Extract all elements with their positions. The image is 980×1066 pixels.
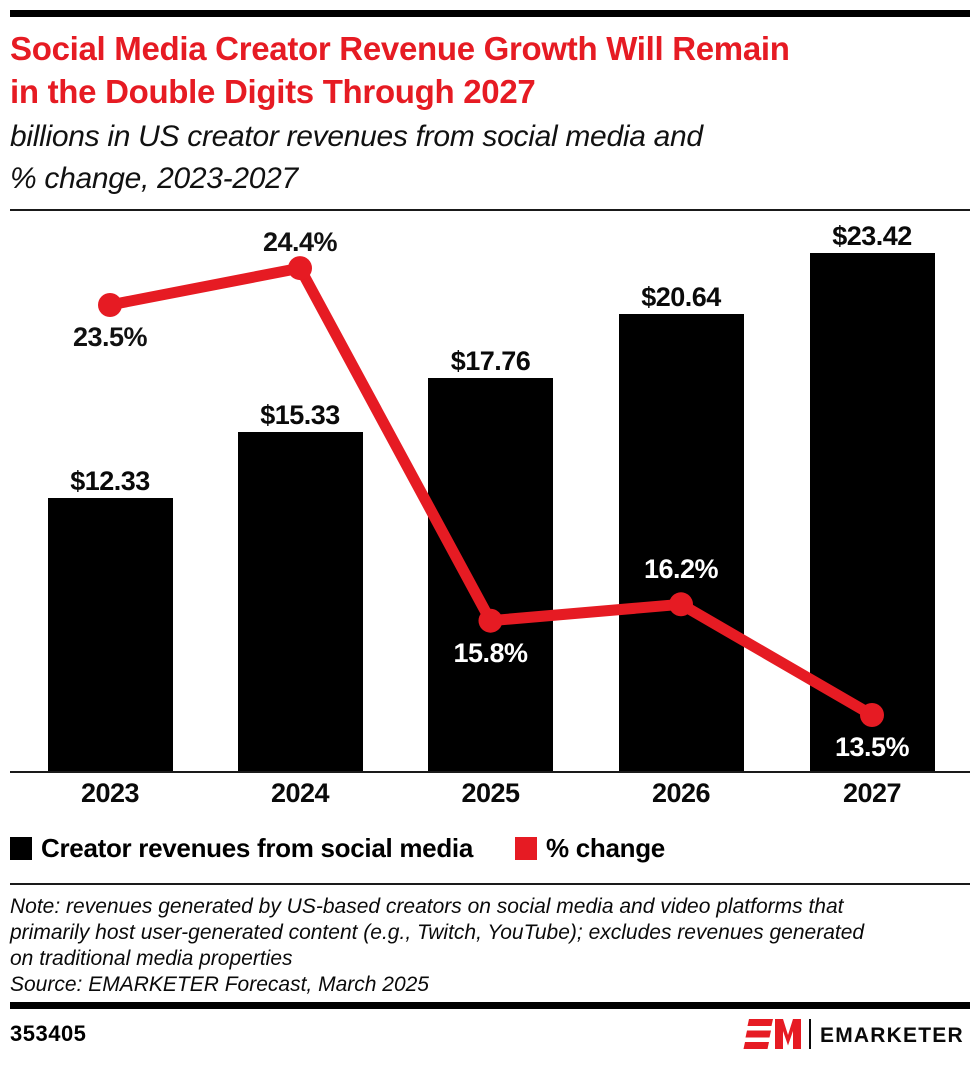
x-axis-label-2025: 2025	[461, 778, 520, 808]
legend: Creator revenues from social media % cha…	[10, 835, 970, 861]
legend-swatch-line	[514, 836, 537, 860]
x-axis-line	[10, 771, 970, 773]
subtitle-line-1: billions in US creator revenues from soc…	[10, 120, 703, 153]
chart-subtitle: billions in US creator revenues from soc…	[10, 116, 970, 200]
top-rule	[10, 10, 970, 17]
revenue-bar-2023	[47, 498, 173, 771]
revenue-bar-2026	[618, 314, 744, 771]
divider-bottom	[10, 883, 970, 885]
legend-label-bars: Creator revenues from social media	[41, 833, 473, 863]
data-point-2026	[669, 592, 693, 617]
revenue-bar-2024	[237, 432, 363, 771]
chart-card: Social Media Creator Revenue Growth Will…	[0, 10, 980, 1051]
data-point-2027	[860, 703, 884, 727]
pct-change-label: 16.2%	[643, 554, 719, 584]
chart-id: 353405	[10, 1021, 87, 1046]
data-point-2025	[478, 608, 503, 633]
source-line: Source: EMARKETER Forecast, March 2025	[10, 973, 429, 996]
footnote: Note: revenues generated by US-based cre…	[10, 894, 970, 998]
x-axis-label-2026: 2026	[651, 778, 711, 808]
pct-change-label: 13.5%	[834, 732, 910, 762]
pct-change-label: 24.4%	[262, 227, 338, 257]
page-title: Social Media Creator Revenue Growth Will…	[10, 27, 970, 113]
emarketer-logo-mark-icon	[743, 1019, 801, 1049]
revenue-bar-2025	[428, 378, 553, 771]
legend-label-line: % change	[545, 833, 665, 863]
x-axis-label-2024: 2024	[270, 778, 330, 808]
bar-value-label: $17.76	[450, 346, 531, 376]
note-line-1: Note: revenues generated by US-based cre…	[10, 895, 844, 918]
title-line-1: Social Media Creator Revenue Growth Will…	[10, 30, 790, 67]
logo-divider	[809, 1019, 811, 1049]
data-point-2023	[98, 293, 122, 317]
divider-top	[10, 209, 970, 211]
footer: 353405 EMARKETER	[10, 1017, 970, 1051]
pct-change-line-layer	[98, 256, 884, 727]
data-point-2024	[288, 256, 312, 281]
legend-swatch-bars	[10, 836, 32, 860]
brand-wordmark: EMARKETER	[820, 1024, 964, 1047]
bar-value-label: $15.33	[260, 400, 340, 430]
note-line-3: on traditional media properties	[10, 947, 293, 970]
pct-change-label: 23.5%	[72, 322, 148, 352]
x-axis-label-2027: 2027	[842, 778, 902, 808]
x-axis-label-2023: 2023	[80, 778, 140, 808]
emarketer-logo: EMARKETER	[743, 1019, 964, 1049]
subtitle-line-2: % change, 2023-2027	[10, 162, 298, 195]
bar-value-label: $12.33	[70, 466, 150, 496]
title-line-2: in the Double Digits Through 2027	[10, 73, 536, 110]
note-line-2: primarily host user-generated content (e…	[10, 921, 865, 944]
pct-change-label: 15.8%	[453, 638, 528, 668]
bottom-rule	[10, 1002, 970, 1009]
chart-area: $12.33 2023 23.5% $15.33 2024 24.4% $17.76 2025…	[10, 219, 970, 809]
bar-value-label: $20.64	[641, 282, 721, 312]
bar-value-label: $23.42	[832, 221, 912, 251]
